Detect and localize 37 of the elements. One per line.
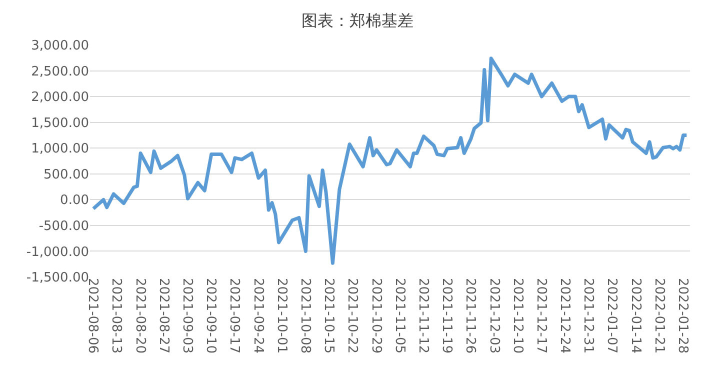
x-tick-label: 2021-10-08 (298, 278, 313, 354)
x-tick-label: 2021-12-03 (486, 278, 502, 354)
x-tick-label: 2022-01-28 (675, 278, 690, 354)
x-tick-label: 2022-01-14 (628, 278, 643, 354)
x-tick-label: 2021-09-17 (226, 278, 242, 354)
y-tick-label: 0.00 (60, 193, 89, 208)
x-tick-label: 2022-01-21 (651, 278, 666, 354)
x-tick-label: 2021-11-05 (392, 278, 407, 354)
x-tick-label: 2021-11-19 (439, 278, 454, 354)
y-tick-label: 500.00 (44, 167, 89, 182)
line-series (92, 56, 688, 265)
y-tick-label: 3,000.00 (31, 38, 89, 54)
x-tick-label: 2021-09-24 (250, 278, 266, 354)
x-tick-label: 2021-09-10 (203, 278, 218, 354)
x-tick-label: 2021-10-29 (368, 278, 384, 354)
x-tick-label: 2021-10-22 (344, 278, 360, 354)
y-tick-label: 2,500.00 (31, 64, 89, 80)
x-tick-label: 2021-12-31 (580, 278, 596, 354)
x-tick-label: 2021-11-12 (415, 278, 430, 354)
x-tick-label: 2021-10-15 (321, 278, 336, 354)
y-tick-label: 1,000.00 (31, 142, 89, 157)
x-tick-label: 2021-09-03 (180, 278, 195, 354)
y-tick-label: -1,000.00 (26, 244, 89, 260)
y-tick-label: -1,500.00 (26, 270, 89, 286)
x-tick-label: 2021-10-01 (274, 278, 289, 354)
y-tick-label: 1,500.00 (31, 116, 89, 131)
x-tick-label: 2021-08-27 (156, 278, 171, 354)
x-tick-label: 2021-08-20 (132, 278, 148, 354)
x-tick-label: 2022-01-07 (604, 278, 620, 354)
x-tick-label: 2021-08-13 (108, 278, 124, 354)
x-tick-label: 2021-12-17 (533, 278, 548, 354)
y-tick-label: 2,000.00 (31, 90, 89, 106)
x-tick-label: 2021-12-10 (510, 278, 525, 354)
x-tick-label: 2021-11-26 (462, 278, 478, 354)
chart-title: 图表：郑棉基差 (302, 10, 414, 30)
y-tick-label: -500.00 (38, 218, 89, 234)
x-tick-label: 2021-12-24 (557, 278, 572, 354)
